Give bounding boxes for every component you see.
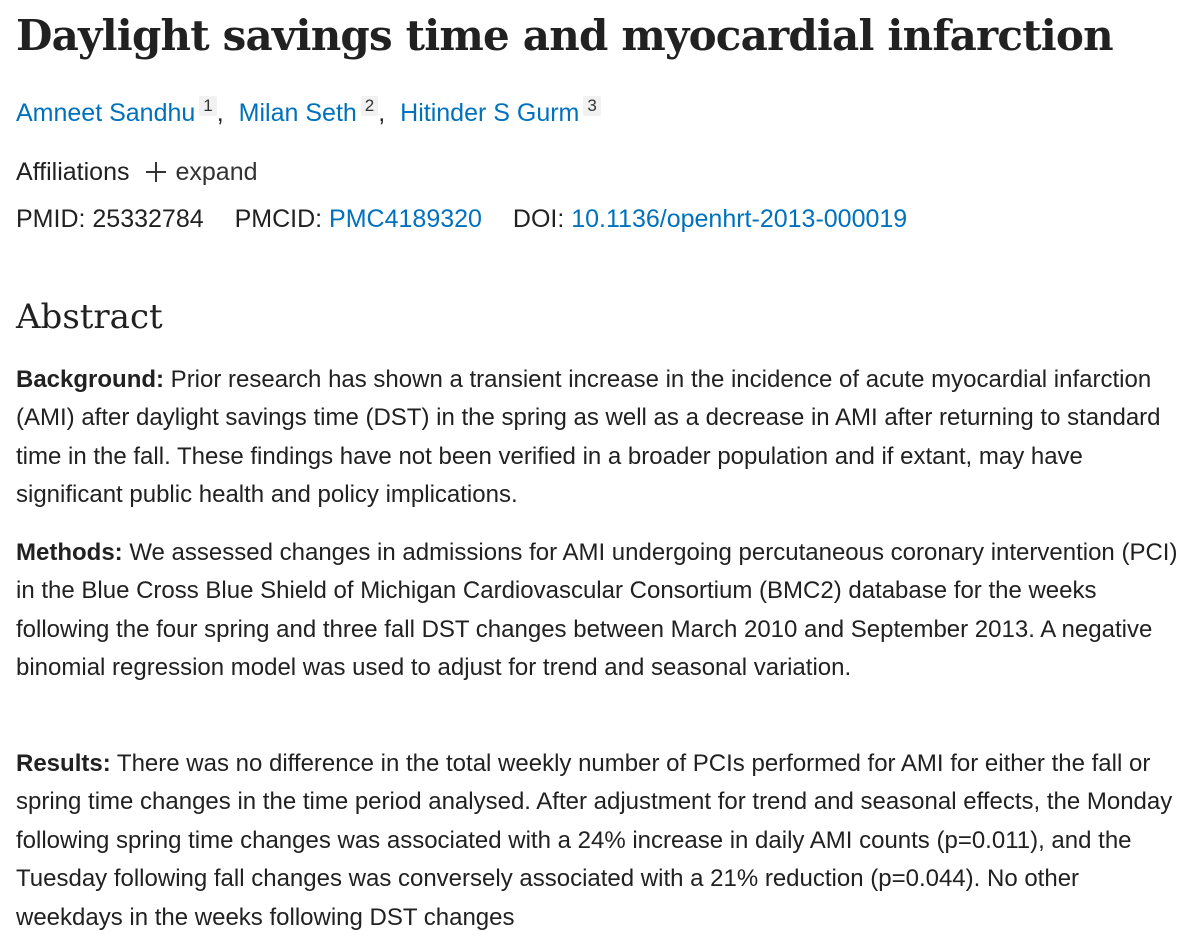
abstract-background: Background: Prior research has shown a t… — [16, 361, 1188, 515]
pmcid: PMCID: PMC4189320 — [235, 205, 482, 233]
section-text: There was no difference in the total wee… — [16, 750, 1173, 931]
affiliation-ref[interactable]: 1 — [199, 96, 217, 116]
abstract-heading: Abstract — [16, 297, 163, 337]
pmcid-label: PMCID: — [234, 205, 323, 233]
author-separator: , — [378, 99, 386, 127]
affiliation-ref[interactable]: 2 — [360, 96, 379, 116]
section-text: We assessed changes in admissions for AM… — [16, 539, 1178, 682]
author-list: Amneet Sandhu 1, Milan Seth 2, Hitinder S … — [16, 96, 601, 129]
doi-link[interactable]: 10.1136/openhrt-2013-000019 — [571, 205, 908, 233]
pmcid-link[interactable]: PMC4189320 — [329, 205, 482, 233]
author-link[interactable]: Hitinder S Gurm — [400, 99, 580, 127]
pmid-value: 25332784 — [92, 205, 204, 233]
plus-icon — [145, 162, 166, 182]
author-link[interactable]: Amneet Sandhu — [16, 99, 196, 127]
section-label: Results: — [16, 750, 111, 777]
article-identifiers: PMID: 25332784 PMCID: PMC4189320 DOI: 10… — [16, 203, 931, 235]
pmid: PMID: 25332784 — [16, 205, 204, 233]
affiliations-label: Affiliations — [16, 158, 130, 186]
section-label: Background: — [16, 366, 165, 393]
article-title: Daylight savings time and myocardial inf… — [16, 11, 1114, 60]
abstract-results: Results: There was no difference in the … — [16, 745, 1188, 937]
section-label: Methods: — [16, 539, 123, 566]
doi: DOI: 10.1136/openhrt-2013-000019 — [513, 205, 907, 233]
pmid-label: PMID: — [16, 205, 86, 233]
affiliations-expand-label: expand — [175, 158, 258, 186]
affiliation-ref[interactable]: 3 — [583, 96, 601, 116]
section-text: Prior research has shown a transient inc… — [16, 366, 1161, 509]
author-separator: , — [216, 99, 224, 127]
doi-label: DOI: — [512, 205, 565, 233]
abstract-methods: Methods: We assessed changes in admissio… — [16, 534, 1188, 688]
author-link[interactable]: Milan Seth — [238, 99, 357, 127]
affiliations-expand-button[interactable]: expand — [145, 156, 258, 188]
affiliations-row: Affiliations expand — [16, 156, 258, 188]
